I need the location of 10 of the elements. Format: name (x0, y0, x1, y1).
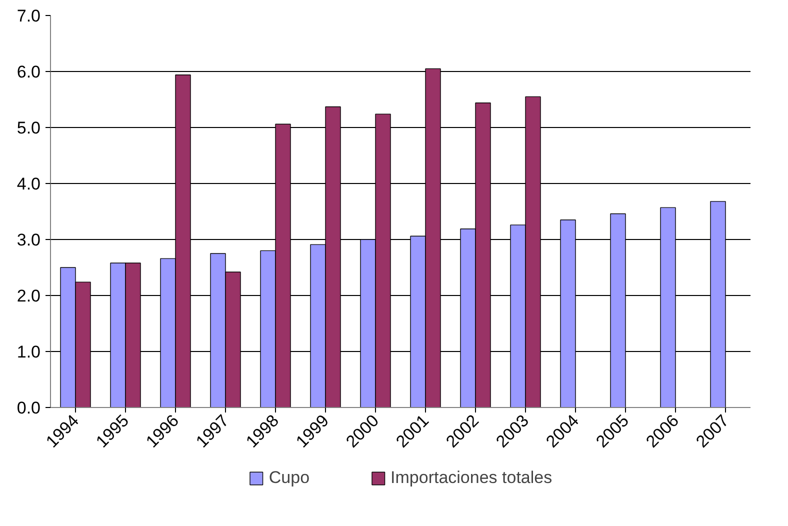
legend-label: Cupo (268, 468, 310, 488)
y-tick-label: 0.0 (16, 398, 41, 418)
y-tick-label: 4.0 (16, 174, 41, 194)
y-tick-label: 1.0 (16, 342, 41, 362)
y-tick-label: 7.0 (16, 6, 41, 26)
legend-label: Importaciones totales (390, 468, 552, 488)
y-tick-label: 6.0 (16, 62, 41, 82)
y-tick-label: 5.0 (16, 118, 41, 138)
y-tick-label: 3.0 (16, 230, 41, 250)
y-tick-label: 2.0 (16, 286, 41, 306)
